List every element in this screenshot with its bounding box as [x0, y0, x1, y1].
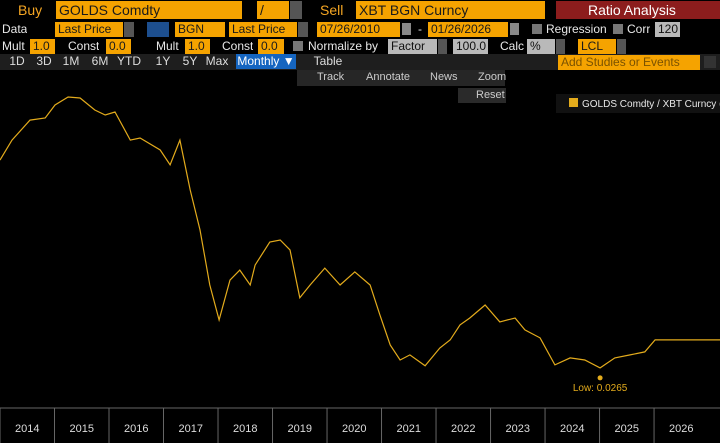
- source-input[interactable]: BGN: [175, 22, 225, 37]
- x-tick-label: 2015: [70, 423, 94, 435]
- period-button[interactable]: 1D: [9, 54, 25, 68]
- x-tick-label: 2024: [560, 423, 584, 435]
- mult-input[interactable]: 1.0: [30, 39, 55, 54]
- toolbar-bar: [0, 54, 720, 70]
- period-button[interactable]: 1M: [62, 54, 80, 68]
- dropdown-arrow[interactable]: [124, 22, 134, 37]
- tools-bar: [297, 70, 505, 86]
- checkbox[interactable]: [293, 41, 303, 51]
- x-tick-label: 2026: [669, 423, 693, 435]
- normalize-label: Normalize by: [308, 39, 379, 53]
- start-date-input[interactable]: 07/26/2010: [317, 22, 400, 37]
- field-select[interactable]: Last Price: [229, 22, 297, 37]
- swap-button[interactable]: [147, 22, 169, 37]
- studies-input[interactable]: Add Studies or Events: [558, 55, 700, 70]
- corr-window-input[interactable]: 120: [655, 22, 680, 37]
- factor-input[interactable]: 100.0: [453, 39, 488, 54]
- field-select[interactable]: Last Price: [55, 22, 123, 37]
- table-button[interactable]: Table: [313, 54, 343, 68]
- mult-label: Mult: [2, 39, 25, 53]
- x-tick-label: 2016: [124, 423, 148, 435]
- legend-label: GOLDS Comdty / XBT Curncy (: [582, 99, 720, 110]
- operator-select[interactable]: /: [257, 1, 289, 19]
- dropdown-arrow[interactable]: [290, 1, 302, 19]
- tool-button[interactable]: News: [430, 71, 458, 83]
- period-button[interactable]: 5Y: [182, 54, 198, 68]
- x-tick-label: 2020: [342, 423, 366, 435]
- dropdown-arrow[interactable]: [298, 22, 308, 37]
- calc-label: Calc: [500, 39, 525, 53]
- dropdown-arrow[interactable]: [438, 39, 447, 54]
- end-date-input[interactable]: 01/26/2026: [428, 22, 508, 37]
- x-tick-label: 2019: [288, 423, 312, 435]
- legend-box: [556, 94, 720, 113]
- const-label: Const: [68, 39, 100, 53]
- const-input[interactable]: 0.0: [106, 39, 131, 54]
- calendar-icon[interactable]: [402, 23, 411, 35]
- close-button[interactable]: [704, 56, 716, 68]
- buy-security-input[interactable]: GOLDS Comdty: [56, 1, 242, 19]
- x-tick-label: 2014: [15, 423, 39, 435]
- x-tick-label: 2021: [397, 423, 421, 435]
- sell-label: Sell: [320, 2, 344, 18]
- dropdown-arrow[interactable]: [617, 39, 626, 54]
- checkbox[interactable]: [532, 24, 542, 34]
- mult-label: Mult: [156, 39, 179, 53]
- buy-label: Buy: [18, 2, 43, 18]
- data-line: [0, 96, 720, 369]
- const-input[interactable]: 0.0: [258, 39, 284, 54]
- x-tick-label: 2025: [615, 423, 639, 435]
- normalize-select[interactable]: Factor: [388, 39, 437, 54]
- data-label: Data: [2, 22, 28, 36]
- frequency-select[interactable]: Monthly ▼: [236, 54, 296, 69]
- function-title: Ratio Analysis: [556, 1, 720, 19]
- period-button[interactable]: YTD: [117, 54, 141, 68]
- calendar-icon[interactable]: [510, 23, 519, 35]
- x-tick-label: 2022: [451, 423, 475, 435]
- low-marker: [597, 375, 603, 381]
- period-button[interactable]: 1Y: [155, 54, 171, 68]
- corr-label: Corr: [627, 22, 651, 36]
- sell-security-input[interactable]: XBT BGN Curncy: [356, 1, 545, 19]
- tool-button[interactable]: Annotate: [366, 71, 411, 83]
- x-tick-label: 2018: [233, 423, 257, 435]
- x-tick-label: 2017: [179, 423, 203, 435]
- checkbox[interactable]: [613, 24, 623, 34]
- reset-box[interactable]: [458, 88, 506, 103]
- tool-button[interactable]: Zoom: [478, 71, 507, 83]
- calc-select[interactable]: %: [527, 39, 555, 54]
- currency-select[interactable]: LCL: [578, 39, 616, 54]
- tool-button[interactable]: Track: [317, 71, 345, 83]
- date-separator: -: [418, 22, 422, 36]
- period-button[interactable]: 3D: [36, 54, 52, 68]
- x-tick-label: 2023: [506, 423, 530, 435]
- reset-button[interactable]: Reset: [476, 89, 505, 101]
- low-annotation: Low: 0.0265: [573, 383, 628, 394]
- dropdown-arrow[interactable]: [556, 39, 565, 54]
- legend-swatch: [569, 98, 578, 107]
- period-button[interactable]: Max: [205, 54, 229, 68]
- const-label: Const: [222, 39, 254, 53]
- period-button[interactable]: 6M: [91, 54, 109, 68]
- mult-input[interactable]: 1.0: [185, 39, 210, 54]
- regression-label: Regression: [546, 22, 607, 36]
